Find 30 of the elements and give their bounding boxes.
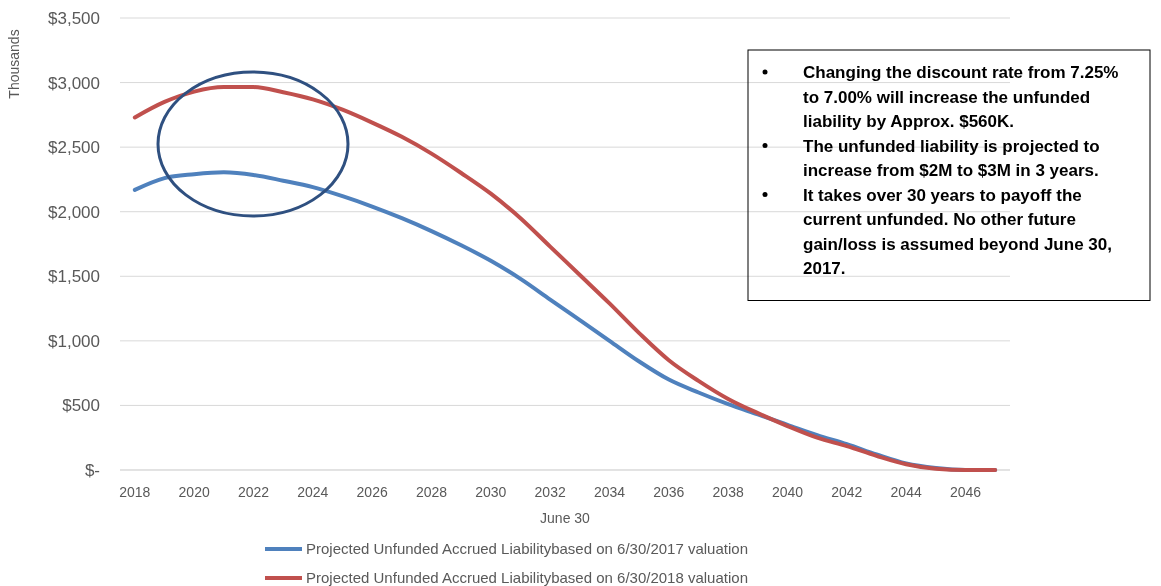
x-tick-label: 2020 (178, 484, 210, 500)
x-tick-label: 2028 (415, 484, 448, 500)
y-tick-label: $3,000 (48, 73, 100, 93)
y-tick-label: $- (84, 460, 100, 480)
y-axis-title: Thousands (6, 29, 22, 99)
x-tick-label: 2038 (712, 484, 744, 500)
x-tick-label: 2024 (297, 484, 329, 500)
annotation: It takes over 30 years to payoff the current unfunded. No other future gain/loss is assumed beyond June 30, 2017. (803, 185, 1112, 278)
x-axis-title: June 30 (540, 510, 591, 526)
x-tick-label: 2022 (237, 484, 270, 500)
y-tick-label: $1,500 (48, 267, 100, 287)
x-tick-label: 2040 (771, 484, 804, 500)
y-tick-label: $2,500 (48, 138, 100, 158)
x-tick-label: 2030 (475, 484, 507, 500)
x-tick-label: 2032 (534, 484, 566, 500)
x-tick-label: 2018 (119, 484, 151, 500)
y-tick-label: $1,000 (48, 331, 100, 351)
x-tick-label: 2044 (890, 484, 922, 500)
x-tick-label: 2036 (653, 484, 685, 500)
annotation: Changing the discount rate from 7.25% to 7.00% will increase the unfunded liability by Approx. $560K. (803, 63, 1119, 131)
annotation: The unfunded liability is projected to increase from $2M to $3M in 3 years. (803, 136, 1100, 180)
legend-label: Projected Unfunded Accrued Liabilitybased on 6/30/2017 valuation (306, 540, 748, 558)
x-tick-label: 2046 (949, 484, 982, 500)
x-tick-label: 2026 (356, 484, 388, 500)
x-tick-label: 2042 (831, 484, 863, 500)
y-tick-label: $3,500 (48, 8, 100, 28)
legend-label: Projected Unfunded Accrued Liabilitybased on 6/30/2018 valuation (306, 569, 748, 586)
y-tick-label: $500 (62, 396, 100, 416)
y-tick-label: $2,000 (48, 202, 100, 222)
x-tick-label: 2034 (593, 484, 626, 500)
